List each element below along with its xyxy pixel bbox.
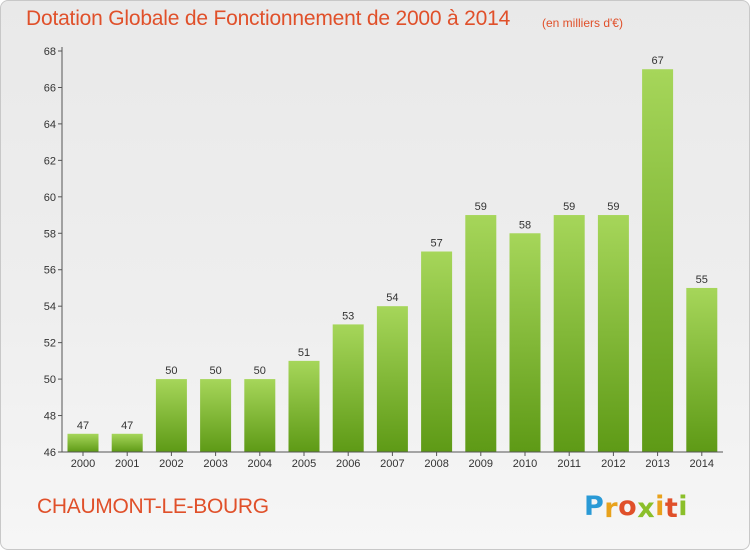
y-tick-label: 56 [44, 265, 56, 277]
y-tick-label: 50 [44, 374, 56, 386]
x-tick-label-2006: 2006 [336, 458, 360, 470]
x-tick-label-2011: 2011 [557, 458, 581, 470]
data-label-2004: 50 [254, 365, 266, 377]
y-tick-label: 52 [44, 338, 56, 350]
x-tick-label-2009: 2009 [469, 458, 493, 470]
y-tick-label: 68 [44, 46, 56, 58]
logo-letter: t [664, 493, 679, 524]
data-label-2008: 57 [430, 238, 442, 250]
bar-2007 [376, 306, 408, 452]
data-label-2007: 54 [386, 292, 398, 304]
axes-group: 46 48 50 52 54 56 58 60 62 64 66 68 2000 2001 2002 2003… [44, 46, 723, 470]
x-tick-label-2013: 2013 [645, 458, 669, 470]
commune-name: CHAUMONT-LE-BOURG [37, 495, 269, 518]
data-label-2003: 50 [209, 365, 221, 377]
bar-2009 [465, 215, 497, 452]
bar-2005 [288, 360, 320, 452]
logo-letter: i [655, 491, 665, 522]
x-tick-label-2008: 2008 [424, 458, 448, 470]
chart-title: Dotation Globale de Fonctionnement de 20… [26, 7, 511, 30]
x-tick-label-2000: 2000 [71, 458, 95, 470]
logo-letter: o [618, 491, 638, 522]
data-label-2000: 47 [77, 420, 89, 432]
data-label-2001: 47 [121, 420, 133, 432]
y-tick-label: 64 [44, 119, 56, 131]
bar-2000 [67, 433, 99, 452]
x-tick-label-2004: 2004 [248, 458, 272, 470]
y-tick-label: 66 [44, 82, 56, 94]
data-label-2012: 59 [607, 201, 619, 213]
logo-letter: P [584, 491, 605, 522]
bar-2013 [642, 69, 674, 453]
logo-letter: i [678, 491, 689, 522]
data-label-2006: 53 [342, 310, 354, 322]
bar-2006 [332, 324, 364, 452]
data-label-2014: 55 [696, 274, 708, 286]
x-tick-label-2014: 2014 [690, 458, 714, 470]
x-tick-label-2007: 2007 [380, 458, 404, 470]
data-label-2011: 59 [563, 201, 575, 213]
bar-2001 [111, 433, 143, 452]
bar-2010 [509, 233, 541, 452]
data-label-2002: 50 [165, 365, 177, 377]
data-label-2005: 51 [298, 347, 310, 359]
y-tick-label: 48 [44, 411, 56, 423]
x-tick-label-2001: 2001 [115, 458, 139, 470]
logo-letter: x [637, 493, 656, 524]
bar-2002 [155, 379, 187, 452]
y-tick-label: 62 [44, 155, 56, 167]
x-tick-label-2010: 2010 [513, 458, 537, 470]
data-label-2013: 67 [651, 55, 663, 67]
chart-subtitle: (en milliers d'€) [542, 16, 623, 30]
bar-2004 [244, 379, 276, 452]
bar-2003 [200, 379, 232, 452]
y-tick-label: 46 [44, 447, 56, 459]
y-tick-label: 58 [44, 228, 56, 240]
x-tick-label-2002: 2002 [159, 458, 183, 470]
x-tick-label-2005: 2005 [292, 458, 316, 470]
x-tick-label-2003: 2003 [203, 458, 227, 470]
data-label-2010: 58 [519, 219, 531, 231]
y-tick-label: 54 [44, 301, 56, 313]
bar-2012 [597, 215, 629, 452]
proxiti-logo[interactable]: Proxiti [584, 491, 689, 524]
y-tick-label: 60 [44, 192, 56, 204]
bars-group: 47 47 50 50 50 51 53 54 57 59 58 59 59 67 55 [67, 55, 718, 453]
x-tick-label-2012: 2012 [601, 458, 625, 470]
logo-letter: r [604, 493, 619, 524]
bar-2014 [686, 287, 718, 452]
bar-2011 [553, 215, 585, 452]
data-label-2009: 59 [475, 201, 487, 213]
bar-2008 [421, 251, 453, 452]
